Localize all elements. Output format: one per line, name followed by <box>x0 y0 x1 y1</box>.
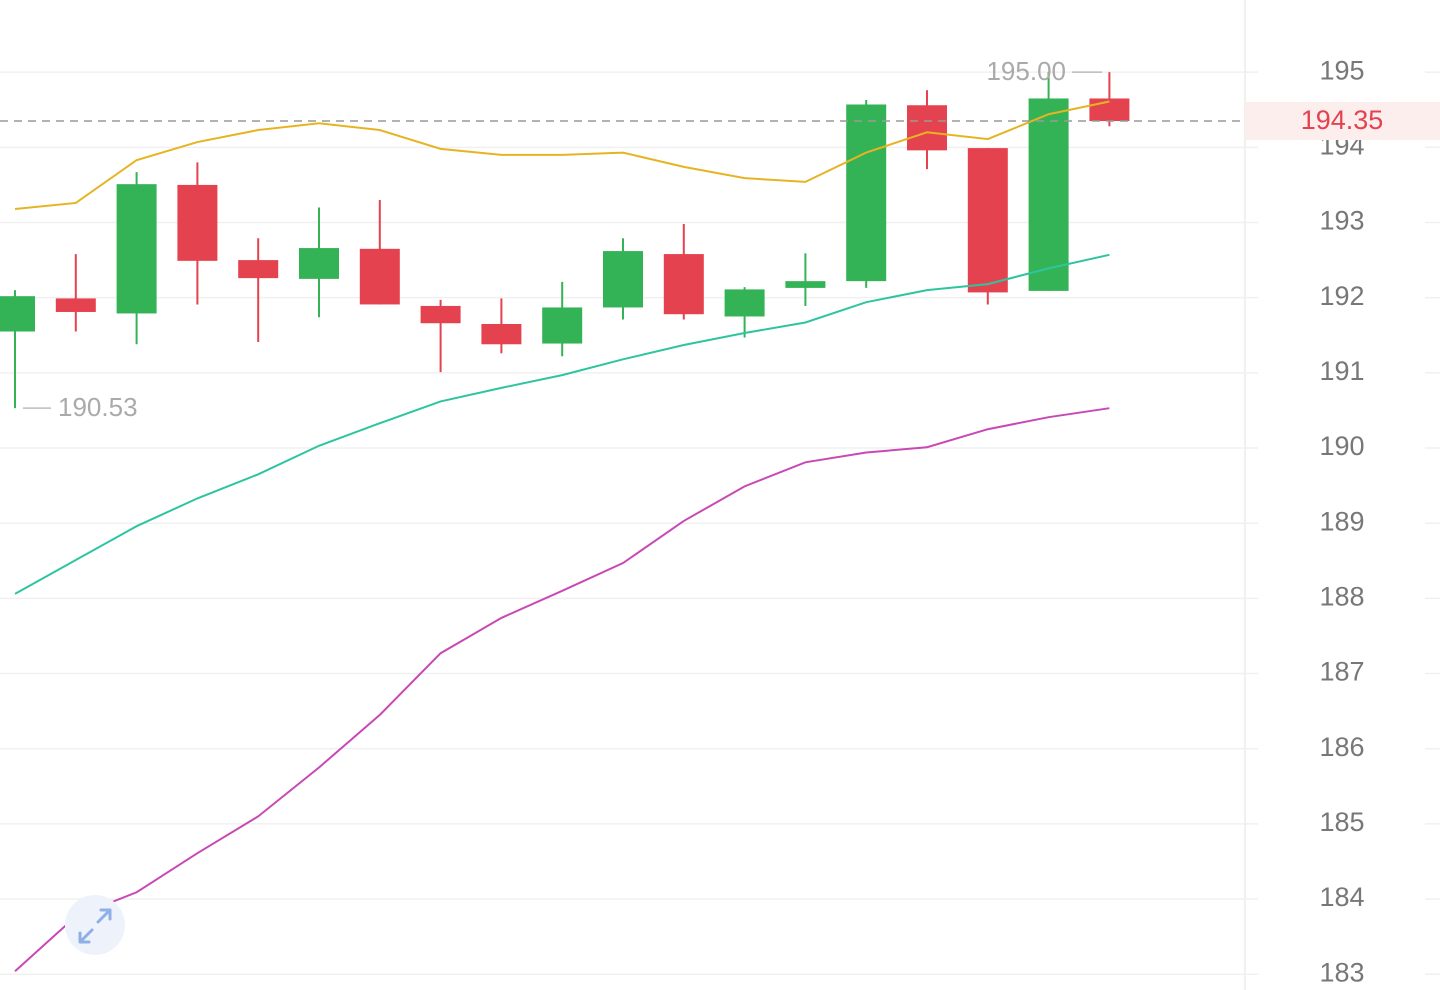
y-tick-label: 186 <box>1319 732 1364 762</box>
y-tick-label: 185 <box>1319 807 1364 837</box>
y-tick-label: 183 <box>1319 957 1364 987</box>
last-price-label: 194.35 <box>1301 105 1384 135</box>
y-tick-label: 189 <box>1319 506 1364 536</box>
candle-body <box>907 105 947 151</box>
candle-body <box>967 148 1008 293</box>
candle-body <box>299 248 339 279</box>
expand-icon <box>78 908 112 944</box>
candle-body <box>785 281 826 288</box>
candle-body <box>177 184 218 261</box>
candle-body <box>663 254 704 315</box>
expand-button[interactable] <box>65 895 125 955</box>
min-label: 190.53 <box>58 392 138 422</box>
candles <box>0 72 1130 409</box>
y-tick-label: 184 <box>1319 882 1364 912</box>
candle-body <box>359 248 400 305</box>
y-tick-label: 187 <box>1319 657 1364 687</box>
candle-body <box>420 305 461 324</box>
last-price-bg <box>1245 102 1440 141</box>
candle-body <box>846 104 887 282</box>
y-tick-label: 188 <box>1319 581 1364 611</box>
candle-body <box>238 260 279 279</box>
candle-body <box>542 307 583 344</box>
y-tick-label: 193 <box>1319 206 1364 236</box>
candle-body <box>55 298 96 312</box>
max-label: 195.00 <box>986 56 1066 86</box>
candle-body <box>0 296 35 332</box>
ma-line <box>14 253 1110 595</box>
y-tick-label: 191 <box>1319 356 1364 386</box>
candle-body <box>481 323 522 345</box>
ma-line <box>14 407 1110 972</box>
candle-body <box>116 184 157 314</box>
expand-bg <box>65 895 125 955</box>
candle-body <box>1028 98 1069 291</box>
y-tick-label: 190 <box>1319 431 1364 461</box>
candle-body <box>603 251 643 308</box>
ma-line <box>14 100 1110 210</box>
candle-body <box>724 289 765 317</box>
y-tick-label: 192 <box>1319 281 1364 311</box>
y-tick-label: 195 <box>1319 55 1364 85</box>
